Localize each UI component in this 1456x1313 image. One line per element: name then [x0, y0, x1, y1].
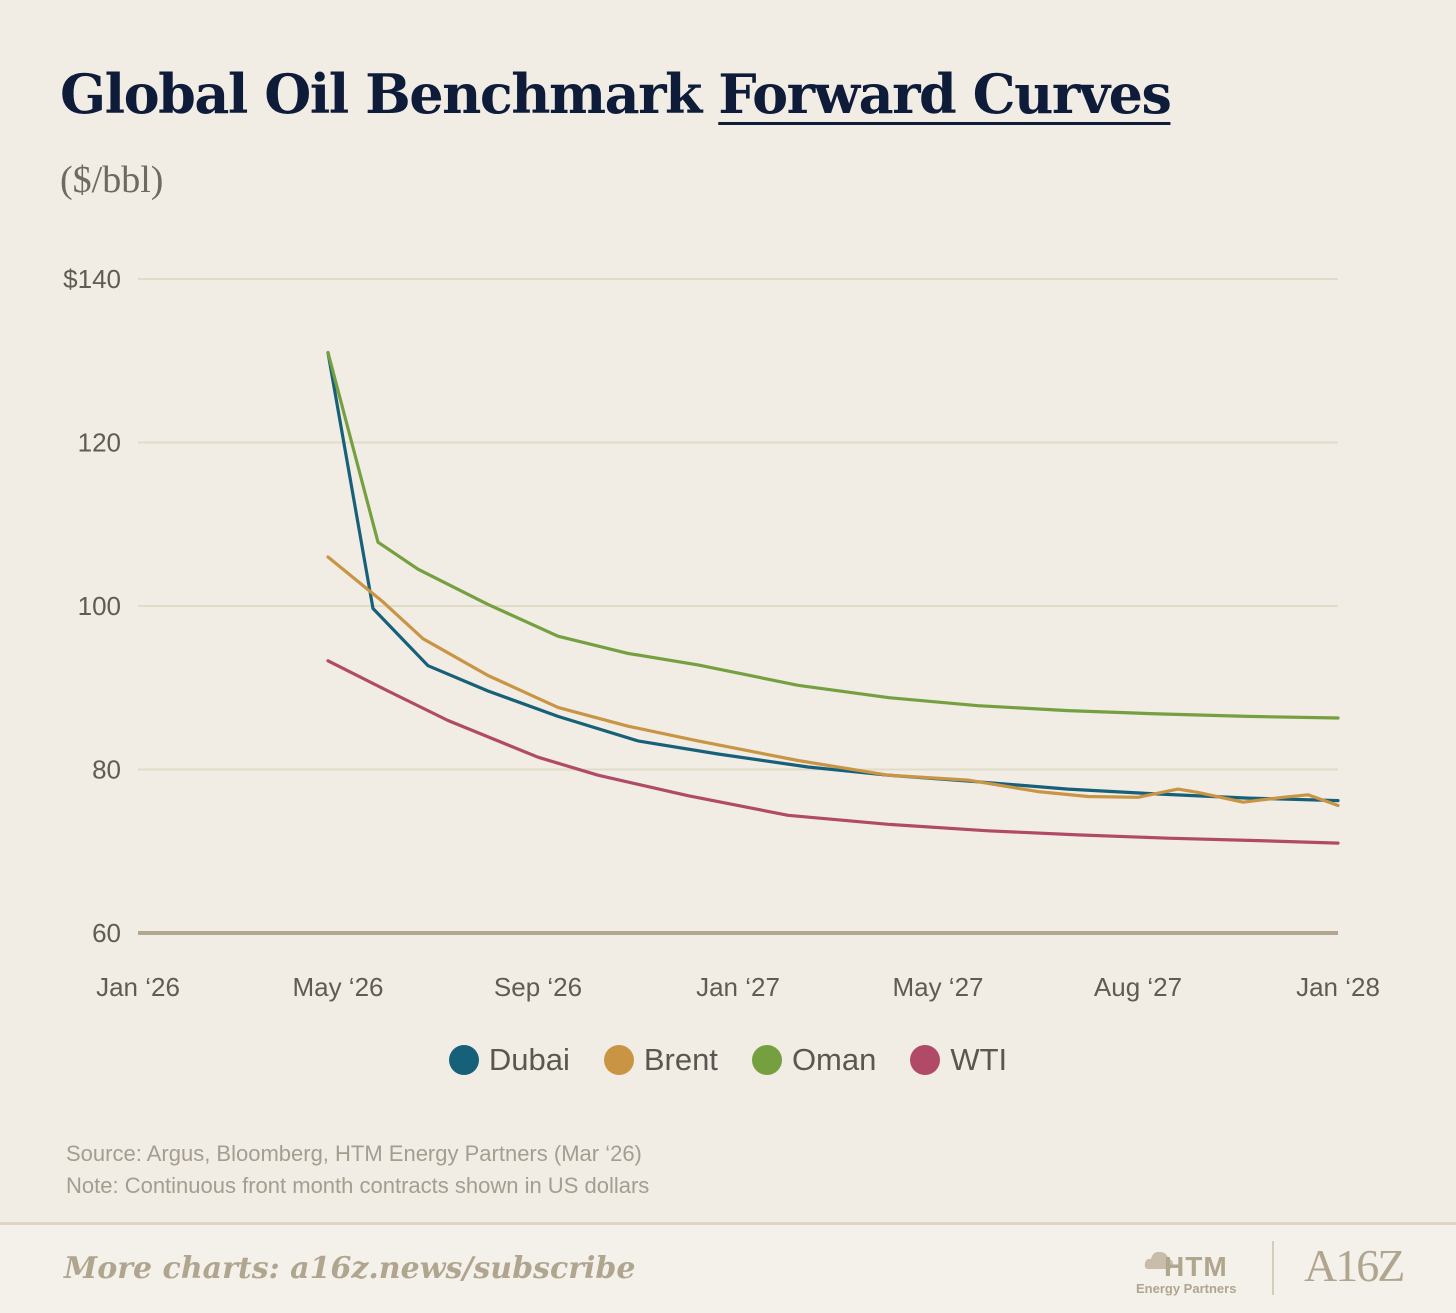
- title-block: Global Oil Benchmark Forward Curves: [60, 62, 1172, 126]
- legend-item-dubai: Dubai: [448, 1042, 570, 1078]
- series-line-brent: [326, 555, 1340, 808]
- subscribe-link[interactable]: More charts: a16z.news/subscribe: [64, 1251, 636, 1286]
- legend-label-brent: Brent: [643, 1042, 718, 1077]
- chart-legend: Dubai Brent Oman WTI: [0, 1042, 1456, 1078]
- y-tick-label-140: $140: [63, 264, 121, 294]
- title-plain: Global Oil Benchmark: [60, 62, 719, 126]
- legend-item-oman: Oman: [751, 1042, 877, 1078]
- cloud-icon: [1144, 1251, 1173, 1269]
- x-tick-label-6: Jan ‘28: [1296, 972, 1380, 1002]
- legend-item-brent: Brent: [603, 1042, 718, 1078]
- y-tick-label-120: 120: [78, 428, 121, 458]
- y-tick-label-80: 80: [92, 755, 121, 785]
- series-line-dubai: [326, 351, 1340, 803]
- legend-swatch-dubai: [448, 1045, 479, 1075]
- footer-divider: [1272, 1241, 1274, 1295]
- methodology-note: Note: Continuous front month contracts s…: [66, 1173, 650, 1198]
- legend-label-wti: WTI: [950, 1042, 1008, 1077]
- series-line-wti: [326, 659, 1340, 845]
- x-tick-label-2: Sep ‘26: [494, 972, 582, 1002]
- legend-swatch-brent: [603, 1045, 634, 1075]
- legend-label-dubai: Dubai: [488, 1042, 570, 1077]
- x-tick-label-3: Jan ‘27: [696, 972, 780, 1002]
- chart-title: Global Oil Benchmark Forward Curves: [60, 62, 1172, 126]
- chart-subtitle: ($/bbl): [60, 159, 164, 201]
- legend-label-oman: Oman: [791, 1042, 877, 1077]
- legend-swatch-wti: [910, 1045, 941, 1075]
- htm-energy-partners-logo: HTM Energy Partners: [1134, 1243, 1246, 1296]
- x-tick-label-1: May ‘26: [292, 972, 383, 1002]
- series-line-oman: [326, 351, 1340, 720]
- htm-logo-sub: Energy Partners: [1136, 1281, 1237, 1296]
- chart-notes: Source: Argus, Bloomberg, HTM Energy Par…: [66, 1138, 649, 1202]
- x-tick-label-0: Jan ‘26: [96, 972, 180, 1002]
- x-tick-label-5: Aug ‘27: [1094, 972, 1182, 1002]
- legend-item-wti: WTI: [910, 1042, 1007, 1078]
- y-tick-label-60: 60: [92, 918, 121, 948]
- htm-logo-text: HTM: [1164, 1251, 1228, 1282]
- title-underlined: Forward Curves: [718, 62, 1172, 126]
- forward-curves-chart: 60 80 100 120 $140 Jan ‘26 May ‘26 Sep ‘26 Jan ‘…: [63, 264, 1380, 1002]
- x-tick-label-4: May ‘27: [892, 972, 983, 1002]
- y-tick-label-100: 100: [78, 591, 121, 621]
- a16z-logo: A16Z: [1304, 1240, 1405, 1291]
- source-note: Source: Argus, Bloomberg, HTM Energy Par…: [66, 1141, 642, 1166]
- legend-swatch-oman: [751, 1045, 782, 1075]
- footer-bar: More charts: a16z.news/subscribe HTM Ene…: [0, 1222, 1456, 1313]
